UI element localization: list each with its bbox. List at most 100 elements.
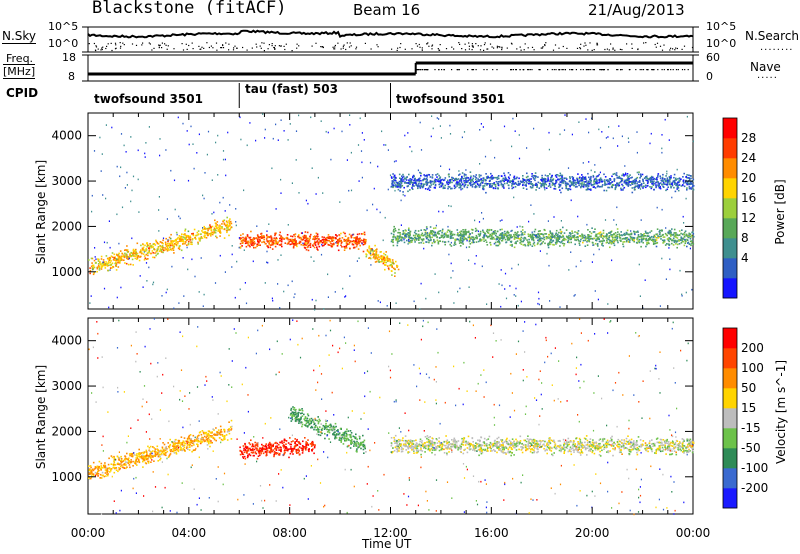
echo-point bbox=[437, 242, 440, 245]
echo-point bbox=[201, 430, 204, 432]
echo-point bbox=[491, 232, 493, 235]
echo-point bbox=[439, 125, 441, 127]
echo-point bbox=[471, 236, 473, 238]
echo-point bbox=[275, 240, 277, 242]
echo-point bbox=[352, 243, 355, 246]
nave-point bbox=[687, 69, 689, 71]
echo-point bbox=[229, 220, 232, 223]
echo-point bbox=[431, 174, 434, 176]
echo-point bbox=[605, 183, 608, 186]
echo-point bbox=[147, 462, 150, 464]
echo-point bbox=[652, 236, 655, 238]
echo-point bbox=[517, 184, 519, 186]
echo-point bbox=[617, 177, 620, 179]
echo-point bbox=[414, 236, 417, 239]
echo-point bbox=[372, 203, 374, 206]
echo-point bbox=[509, 235, 512, 238]
echo-point bbox=[518, 157, 521, 160]
noise-search-point bbox=[182, 49, 185, 51]
echo-point bbox=[140, 244, 142, 247]
echo-point bbox=[479, 240, 481, 242]
noise-search-point bbox=[583, 45, 585, 47]
echo-point bbox=[622, 245, 625, 248]
echo-point bbox=[533, 241, 536, 244]
noise-search-point bbox=[105, 47, 107, 50]
echo-point bbox=[598, 181, 600, 184]
echo-point bbox=[470, 228, 473, 231]
echo-point bbox=[461, 237, 464, 240]
noise-search-point bbox=[234, 45, 236, 47]
echo-point bbox=[257, 238, 259, 240]
noise-search-point bbox=[298, 45, 300, 47]
echo-point bbox=[238, 246, 240, 249]
echo-point bbox=[490, 244, 492, 246]
echo-point bbox=[168, 244, 171, 247]
nave-point bbox=[575, 69, 577, 71]
noise-search-point bbox=[355, 48, 357, 50]
echo-point bbox=[561, 187, 564, 190]
echo-point bbox=[617, 241, 619, 244]
echo-point bbox=[161, 295, 163, 297]
echo-point bbox=[417, 185, 419, 188]
echo-point bbox=[527, 178, 530, 181]
echo-point bbox=[269, 241, 271, 243]
echo-point bbox=[669, 258, 671, 260]
echo-point bbox=[454, 179, 457, 182]
noise-search-point bbox=[593, 49, 595, 51]
echo-point bbox=[528, 180, 531, 183]
echo-point bbox=[485, 234, 487, 237]
echo-point bbox=[546, 175, 548, 177]
echo-point bbox=[362, 239, 364, 242]
echo-point bbox=[638, 263, 640, 266]
noise-search-point bbox=[566, 47, 568, 49]
echo-point bbox=[581, 174, 583, 176]
echo-point bbox=[472, 229, 474, 231]
nave-point bbox=[558, 69, 560, 71]
echo-point bbox=[597, 233, 599, 235]
echo-point bbox=[571, 133, 573, 136]
echo-point bbox=[321, 236, 324, 238]
echo-point bbox=[618, 235, 621, 238]
noise-search-point bbox=[101, 48, 103, 51]
echo-point bbox=[456, 229, 459, 231]
echo-point bbox=[312, 245, 315, 247]
echo-point bbox=[612, 137, 614, 140]
echo-point bbox=[440, 165, 442, 167]
echo-point bbox=[657, 182, 659, 184]
echo-point bbox=[364, 239, 367, 242]
echo-point bbox=[225, 220, 228, 223]
echo-point bbox=[497, 187, 499, 189]
echo-point bbox=[137, 255, 140, 258]
echo-point bbox=[592, 238, 594, 240]
echo-point bbox=[507, 232, 510, 234]
nave-point bbox=[582, 69, 584, 71]
echo-point bbox=[495, 232, 497, 235]
echo-point bbox=[506, 182, 508, 185]
echo-point bbox=[667, 243, 670, 245]
echo-point bbox=[165, 291, 167, 294]
noise-search-point bbox=[477, 45, 479, 47]
echo-point bbox=[111, 126, 113, 129]
echo-point bbox=[394, 185, 397, 188]
echo-point bbox=[187, 243, 190, 245]
echo-point bbox=[559, 306, 561, 308]
echo-point bbox=[572, 178, 574, 180]
echo-point bbox=[132, 250, 135, 252]
echo-point bbox=[559, 177, 562, 180]
echo-point bbox=[371, 253, 374, 256]
echo-point bbox=[382, 258, 384, 261]
echo-point bbox=[305, 248, 308, 251]
echo-point bbox=[555, 176, 558, 178]
echo-point bbox=[538, 297, 540, 300]
echo-point bbox=[359, 117, 361, 120]
echo-point bbox=[586, 223, 588, 226]
echo-point bbox=[668, 183, 671, 185]
echo-point bbox=[572, 235, 574, 237]
noise-search-point bbox=[612, 48, 614, 50]
echo-point bbox=[250, 230, 252, 233]
echo-point bbox=[511, 187, 513, 190]
echo-point bbox=[519, 239, 522, 242]
echo-point bbox=[252, 238, 254, 240]
noise-search-point bbox=[97, 48, 99, 50]
echo-point bbox=[451, 181, 453, 184]
